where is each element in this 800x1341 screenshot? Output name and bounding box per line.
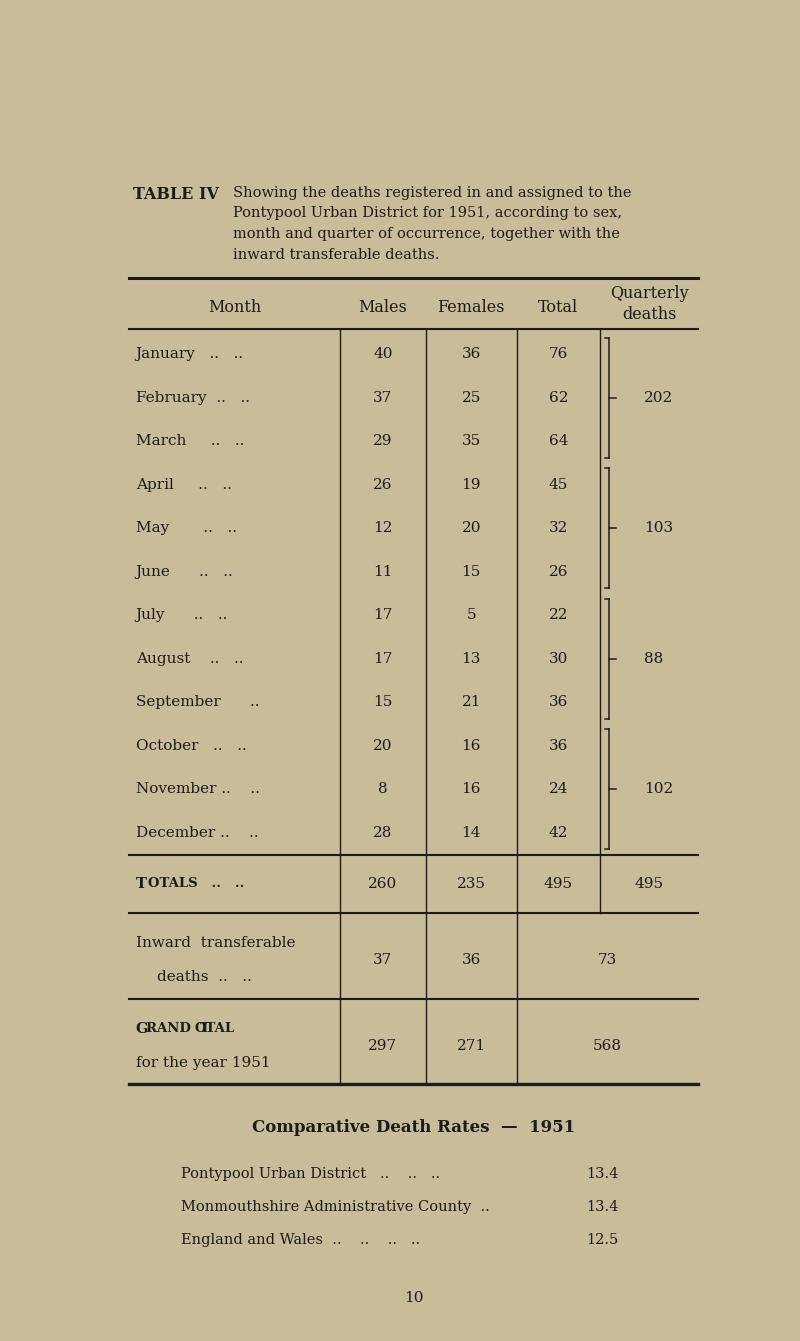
- Text: August    ..   ..: August .. ..: [136, 652, 243, 666]
- Text: RAND  T: RAND T: [146, 1022, 210, 1035]
- Text: 37: 37: [374, 390, 393, 405]
- Text: OTAL: OTAL: [194, 1022, 234, 1035]
- Text: 30: 30: [549, 652, 568, 666]
- Text: 29: 29: [373, 434, 393, 448]
- Text: 235: 235: [457, 877, 486, 890]
- Text: 13.4: 13.4: [586, 1200, 619, 1215]
- Text: Comparative Death Rates  —  1951: Comparative Death Rates — 1951: [252, 1118, 575, 1136]
- Text: Total: Total: [538, 299, 578, 315]
- Text: 24: 24: [549, 782, 568, 797]
- Text: 73: 73: [598, 953, 618, 967]
- Text: May       ..   ..: May .. ..: [136, 522, 237, 535]
- Text: 495: 495: [634, 877, 664, 890]
- Text: 17: 17: [373, 652, 393, 666]
- Text: 102: 102: [644, 782, 674, 797]
- Text: 26: 26: [373, 477, 393, 492]
- Text: 568: 568: [593, 1039, 622, 1053]
- Text: 17: 17: [373, 609, 393, 622]
- Text: 28: 28: [373, 826, 393, 839]
- Text: for the year 1951: for the year 1951: [136, 1055, 270, 1070]
- Text: 15: 15: [462, 565, 481, 579]
- Text: October   ..   ..: October .. ..: [136, 739, 246, 752]
- Text: March     ..   ..: March .. ..: [136, 434, 244, 448]
- Text: 21: 21: [462, 696, 481, 709]
- Text: 62: 62: [549, 390, 568, 405]
- Text: TABLE IV: TABLE IV: [133, 185, 218, 202]
- Text: 14: 14: [462, 826, 481, 839]
- Text: June      ..   ..: June .. ..: [136, 565, 234, 579]
- Text: 36: 36: [462, 953, 481, 967]
- Text: November ..    ..: November .. ..: [136, 782, 259, 797]
- Text: 20: 20: [462, 522, 481, 535]
- Text: 495: 495: [544, 877, 573, 890]
- Text: Showing the deaths registered in and assigned to the
Pontypool Urban District fo: Showing the deaths registered in and ass…: [234, 185, 632, 261]
- Text: 40: 40: [373, 347, 393, 361]
- Text: 13.4: 13.4: [586, 1167, 619, 1181]
- Text: 22: 22: [549, 609, 568, 622]
- Text: deaths  ..   ..: deaths .. ..: [158, 970, 252, 984]
- Text: Quarterly
deaths: Quarterly deaths: [610, 284, 688, 323]
- Text: 36: 36: [549, 696, 568, 709]
- Text: April     ..   ..: April .. ..: [136, 477, 231, 492]
- Text: Month: Month: [208, 299, 262, 315]
- Text: 45: 45: [549, 477, 568, 492]
- Text: 16: 16: [462, 782, 481, 797]
- Text: 16: 16: [462, 739, 481, 752]
- Text: 103: 103: [644, 522, 673, 535]
- Text: 5: 5: [466, 609, 476, 622]
- Text: Males: Males: [358, 299, 407, 315]
- Text: 32: 32: [549, 522, 568, 535]
- Text: 64: 64: [549, 434, 568, 448]
- Text: Pontypool Urban District   ..    ..   ..: Pontypool Urban District .. .. ..: [182, 1167, 441, 1181]
- Text: 37: 37: [374, 953, 393, 967]
- Text: Inward  transferable: Inward transferable: [136, 936, 295, 951]
- Text: 88: 88: [644, 652, 663, 666]
- Text: 15: 15: [373, 696, 393, 709]
- Text: 8: 8: [378, 782, 388, 797]
- Text: 12: 12: [373, 522, 393, 535]
- Text: 11: 11: [373, 565, 393, 579]
- Text: 10: 10: [404, 1290, 424, 1305]
- Text: December ..    ..: December .. ..: [136, 826, 258, 839]
- Text: 12.5: 12.5: [586, 1234, 619, 1247]
- Text: 202: 202: [644, 390, 674, 405]
- Text: 36: 36: [549, 739, 568, 752]
- Text: 35: 35: [462, 434, 481, 448]
- Text: 36: 36: [462, 347, 481, 361]
- Text: July      ..   ..: July .. ..: [136, 609, 228, 622]
- Text: G: G: [136, 1022, 148, 1035]
- Text: 271: 271: [457, 1039, 486, 1053]
- Text: 42: 42: [549, 826, 568, 839]
- Text: 19: 19: [462, 477, 481, 492]
- Text: Females: Females: [438, 299, 505, 315]
- Text: 76: 76: [549, 347, 568, 361]
- Text: England and Wales  ..    ..    ..   ..: England and Wales .. .. .. ..: [182, 1234, 421, 1247]
- Text: 13: 13: [462, 652, 481, 666]
- Text: 26: 26: [549, 565, 568, 579]
- Text: 25: 25: [462, 390, 481, 405]
- Text: February  ..   ..: February .. ..: [136, 390, 250, 405]
- Text: T: T: [136, 877, 146, 890]
- Text: OTALS   ..   ..: OTALS .. ..: [148, 877, 244, 890]
- Text: September      ..: September ..: [136, 696, 259, 709]
- Text: 260: 260: [368, 877, 398, 890]
- Text: 20: 20: [373, 739, 393, 752]
- Text: January   ..   ..: January .. ..: [136, 347, 244, 361]
- Text: Monmouthshire Administrative County  ..: Monmouthshire Administrative County ..: [182, 1200, 490, 1215]
- Text: 297: 297: [368, 1039, 398, 1053]
